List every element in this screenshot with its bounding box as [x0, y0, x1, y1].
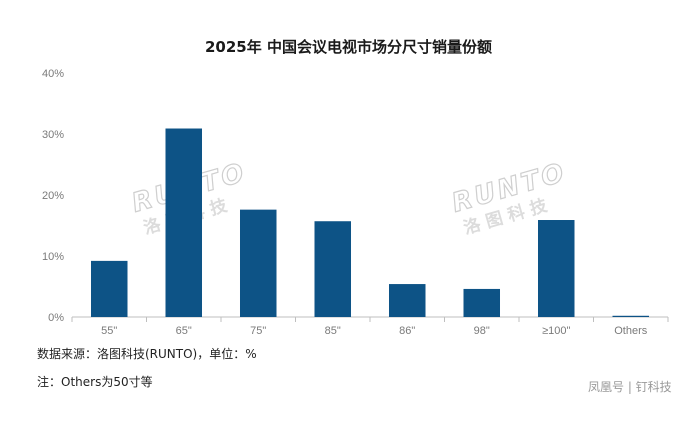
credit: 凤凰号 | 钉科技 — [588, 380, 672, 394]
bar — [388, 284, 426, 317]
x-axis: 55" 65" 75" 85" 86" 98" ≥100" Others — [71, 316, 669, 337]
bar — [239, 209, 277, 317]
x-tick-label: 75" — [250, 325, 266, 337]
x-tick-label: 85" — [325, 325, 341, 337]
y-tick-label: 10% — [42, 251, 64, 263]
bar — [165, 128, 203, 317]
bar — [90, 260, 128, 317]
y-tick-label: 20% — [42, 190, 64, 202]
footnote: 注：Others为50寸等 — [37, 375, 153, 389]
bar — [537, 220, 575, 317]
y-axis: 0% 10% 20% 30% 40% — [42, 68, 64, 324]
chart-title: 2025年 中国会议电视市场分尺寸销量份额 — [205, 38, 492, 56]
x-tick-label: Others — [614, 325, 648, 337]
bar — [463, 288, 501, 317]
x-tick-label: ≥100" — [542, 325, 570, 337]
bar — [314, 221, 352, 317]
y-tick-label: 30% — [42, 129, 64, 141]
x-tick-label: 98" — [474, 325, 490, 337]
y-tick-label: 40% — [42, 68, 64, 80]
x-tick-label: 55" — [101, 325, 117, 337]
bars — [90, 128, 650, 317]
x-tick-label: 86" — [399, 325, 415, 337]
bar — [612, 315, 650, 317]
source-note: 数据来源：洛图科技(RUNTO)，单位：% — [37, 347, 257, 361]
y-tick-label: 0% — [48, 312, 64, 324]
x-tick-label: 65" — [176, 325, 192, 337]
